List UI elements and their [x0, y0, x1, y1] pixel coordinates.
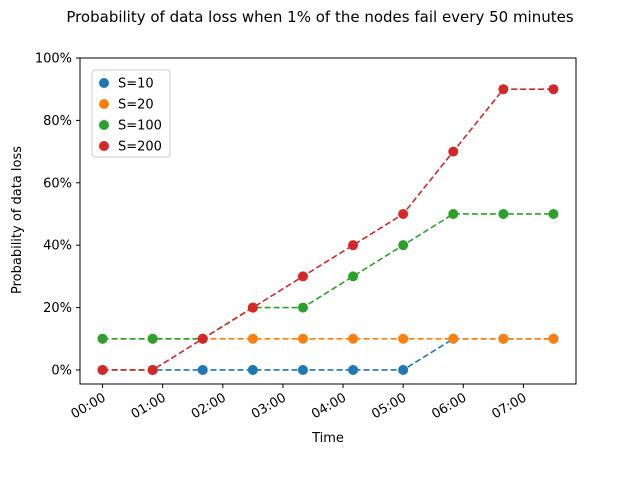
data-point [348, 333, 359, 344]
legend-entry: S=10 [118, 77, 154, 92]
y-tick-label: 40% [43, 239, 72, 254]
data-point [548, 333, 559, 344]
legend-marker [99, 141, 109, 151]
x-tick-label: 07:00 [489, 390, 529, 422]
legend-marker [99, 99, 109, 109]
x-tick-label: 00:00 [69, 390, 109, 422]
x-tick-label: 04:00 [309, 390, 349, 422]
data-point [147, 333, 158, 344]
data-point [398, 364, 409, 375]
series-line-S=200 [102, 88, 554, 371]
data-point [498, 84, 509, 95]
x-tick-label: 05:00 [369, 390, 409, 422]
y-axis-label: Probability of data loss [10, 146, 25, 294]
data-point [348, 271, 359, 282]
y-tick-label: 100% [35, 52, 72, 67]
legend-marker [99, 120, 109, 130]
data-point [247, 364, 258, 375]
y-tick-label: 60% [43, 176, 72, 191]
legend: S=10 S=20 S=100 S=200 [91, 69, 171, 158]
data-point [548, 208, 559, 219]
y-tick-label: 20% [43, 301, 72, 316]
data-point [348, 364, 359, 375]
y-tick-label: 80% [43, 114, 72, 129]
x-tick-label: 02:00 [189, 390, 229, 422]
legend-marker [99, 78, 109, 88]
data-point [297, 333, 308, 344]
data-point [398, 333, 409, 344]
data-point [548, 84, 559, 95]
y-tick-label: 0% [51, 363, 72, 378]
series-line-S=10 [102, 337, 554, 371]
plot-area: 0% 20% 40% 60% 80% 100% 00:00 01:00 02:00 03:00 04… [35, 52, 577, 422]
data-point [97, 333, 108, 344]
x-tick-label: 03:00 [249, 390, 289, 422]
data-point [398, 208, 409, 219]
series-line-S=100 [102, 213, 554, 340]
legend-box [91, 69, 171, 158]
axes-frame [79, 57, 577, 385]
legend-entry: S=200 [118, 140, 162, 155]
data-point [197, 333, 208, 344]
data-point [247, 302, 258, 313]
data-point [348, 240, 359, 251]
data-point [97, 364, 108, 375]
data-point [448, 208, 459, 219]
data-point [448, 146, 459, 157]
data-point [247, 333, 258, 344]
data-point [297, 364, 308, 375]
data-point [147, 364, 158, 375]
legend-entry: S=100 [118, 119, 162, 134]
data-point [498, 208, 509, 219]
data-point [498, 333, 509, 344]
legend-entry: S=20 [118, 98, 154, 113]
x-axis-label: Time [311, 431, 344, 446]
data-point [448, 333, 459, 344]
x-tick-label: 01:00 [129, 390, 169, 422]
x-tick-label: 06:00 [429, 390, 469, 422]
chart-title: Probability of data loss when 1% of the … [66, 8, 574, 26]
data-point [297, 271, 308, 282]
data-point [197, 364, 208, 375]
data-point [398, 240, 409, 251]
data-point [297, 302, 308, 313]
